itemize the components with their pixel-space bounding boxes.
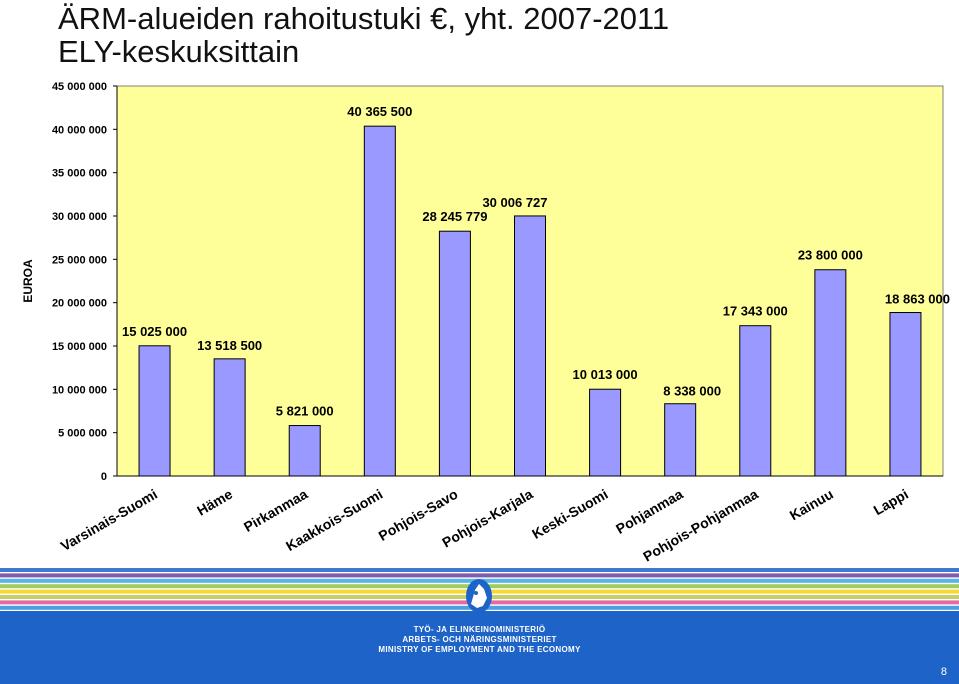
bar-h-me bbox=[213, 358, 246, 477]
x-tick-label: Häme bbox=[194, 486, 235, 519]
bar-keski-suomi bbox=[589, 388, 622, 477]
ministry-name-fi: TYÖ- JA ELINKEINOMINISTERIÖ bbox=[413, 625, 546, 634]
data-label: 40 365 500 bbox=[347, 104, 412, 119]
y-tick-label: 45 000 000 bbox=[52, 81, 107, 93]
footer-stripe bbox=[0, 573, 959, 578]
bar-pohjois-karjala bbox=[514, 215, 546, 477]
ministry-name-sv: ARBETS- OCH NÄRINGSMINISTERIET bbox=[402, 635, 557, 644]
bar-kaakkois-suomi bbox=[363, 125, 396, 477]
bar-pohjanmaa bbox=[664, 403, 697, 477]
data-label: 17 343 000 bbox=[723, 304, 788, 319]
data-label: 28 245 779 bbox=[422, 209, 487, 224]
y-axis: 0 5 000 000 10 000 000 15 000 000 20 000 000… bbox=[52, 81, 943, 483]
y-tick-label: 40 000 000 bbox=[52, 124, 107, 136]
bar-pirkanmaa bbox=[288, 425, 321, 477]
y-axis-label: EUROA bbox=[21, 259, 35, 303]
y-tick-label: 20 000 000 bbox=[52, 298, 107, 310]
data-label: 30 006 727 bbox=[482, 195, 547, 210]
chart-title-line1: ÄRM-alueiden rahoitustuki €, yht. 2007-2… bbox=[58, 1, 670, 36]
bar-kainuu bbox=[814, 269, 847, 477]
data-label: 15 025 000 bbox=[122, 324, 187, 339]
ministry-logo-icon bbox=[466, 579, 492, 613]
chart-title: ÄRM-alueiden rahoitustuki €, yht. 2007-2… bbox=[58, 2, 669, 68]
chart-title-line2: ELY-keskuksittain bbox=[58, 34, 300, 69]
x-tick-label: Pirkanmaa bbox=[241, 486, 311, 535]
x-tick-label: Kainuu bbox=[787, 486, 836, 524]
page-number: 8 bbox=[940, 666, 947, 678]
y-tick-label: 15 000 000 bbox=[52, 341, 107, 353]
footer-band bbox=[0, 611, 959, 684]
bar-pohjois-pohjanmaa bbox=[739, 325, 772, 477]
bar-lappi bbox=[889, 312, 922, 477]
data-label: 5 821 000 bbox=[276, 404, 334, 419]
data-label: 23 800 000 bbox=[798, 248, 863, 263]
y-tick-label: 25 000 000 bbox=[52, 254, 107, 266]
footer-stripe bbox=[0, 568, 959, 572]
x-tick-label: Varsinais-Suomi bbox=[58, 486, 160, 554]
x-tick-label: Keski-Suomi bbox=[529, 486, 610, 542]
bars bbox=[138, 125, 922, 477]
y-tick-label: 0 bbox=[101, 471, 107, 483]
data-label: 10 013 000 bbox=[573, 367, 638, 382]
data-labels: 15 025 000 13 518 500 5 821 000 40 365 500 2… bbox=[122, 104, 950, 418]
data-label: 8 338 000 bbox=[663, 384, 721, 399]
x-axis-labels: Varsinais-Suomi Häme PirkanmaaKaakkois-Suo… bbox=[58, 486, 911, 565]
x-tick-label: Pohjanmaa bbox=[613, 486, 686, 537]
x-tick-label: Lappi bbox=[871, 486, 911, 519]
bar-varsinais-suomi bbox=[138, 345, 171, 477]
bar-pohjois-savo bbox=[438, 230, 471, 477]
y-tick-label: 5 000 000 bbox=[58, 428, 107, 440]
data-label: 13 518 500 bbox=[197, 338, 262, 353]
ministry-name-en: MINISTRY OF EMPLOYMENT AND THE ECONOMY bbox=[378, 645, 581, 654]
y-tick-label: 35 000 000 bbox=[52, 168, 107, 180]
data-label: 18 863 000 bbox=[885, 292, 950, 307]
y-tick-label: 10 000 000 bbox=[52, 384, 107, 396]
y-tick-label: 30 000 000 bbox=[52, 211, 107, 223]
